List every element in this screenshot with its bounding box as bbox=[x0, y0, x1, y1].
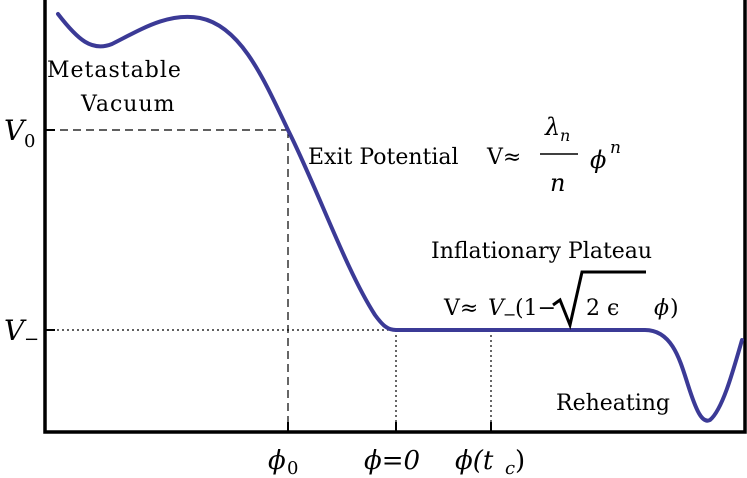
plateau-formula-lhs: V≈ bbox=[443, 296, 478, 321]
label-metastable: Metastable bbox=[47, 58, 182, 83]
plateau-formula-v-subscript: − bbox=[503, 305, 516, 324]
label-reheating: Reheating bbox=[556, 391, 670, 416]
label-inflationary-plateau: Inflationary Plateau bbox=[431, 239, 652, 264]
exit-formula-lambda-subscript: n bbox=[560, 126, 570, 145]
plateau-formula-radicand: 2 ϵ bbox=[586, 296, 619, 321]
exit-formula-exponent: n bbox=[610, 138, 621, 158]
x-label-phi-tc-close: ) bbox=[515, 446, 525, 476]
x-label-phi-tc: ϕ(t bbox=[455, 446, 494, 476]
y-label-v0: V bbox=[4, 114, 27, 147]
plateau-formula-open: (1− bbox=[515, 296, 556, 321]
plateau-formula-phi: ϕ bbox=[654, 296, 669, 321]
y-label-vminus: V bbox=[4, 314, 27, 347]
exit-formula-phi: ϕ bbox=[590, 146, 606, 174]
label-vacuum: Vacuum bbox=[80, 92, 176, 117]
exit-formula-lhs: V≈ bbox=[486, 145, 521, 170]
x-label-phi0-subscript: 0 bbox=[287, 458, 298, 478]
label-exit-potential: Exit Potential bbox=[308, 145, 459, 170]
potential-curve bbox=[56, 12, 744, 423]
x-label-phi-zero: ϕ=0 bbox=[364, 446, 420, 476]
x-label-phi-tc-subscript: c bbox=[505, 458, 515, 478]
y-label-v0-subscript: 0 bbox=[24, 131, 35, 152]
plateau-formula-sqrt-sign bbox=[552, 270, 646, 331]
x-label-phi0: ϕ bbox=[268, 446, 286, 476]
plateau-formula-close: ) bbox=[670, 296, 679, 321]
exit-formula-lambda: λ bbox=[544, 113, 560, 141]
y-label-vminus-subscript: − bbox=[24, 329, 39, 350]
exit-formula-denominator: n bbox=[550, 169, 565, 197]
plateau-formula-v: V bbox=[488, 296, 506, 321]
